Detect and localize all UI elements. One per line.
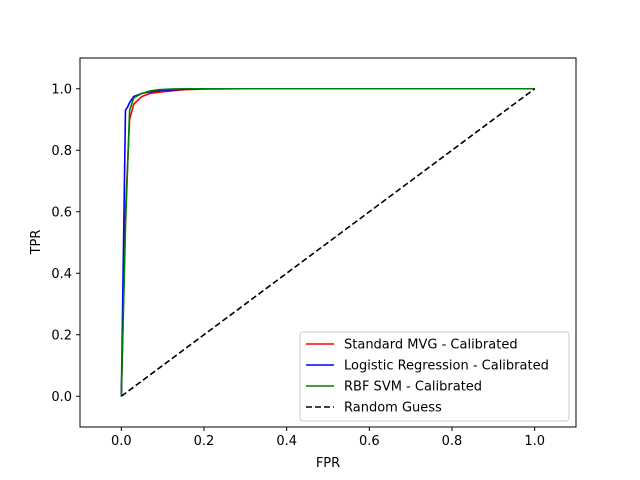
y-tick-label: 0.4 (51, 267, 72, 282)
x-tick-label: 0.8 (442, 434, 463, 449)
x-tick-label: 0.0 (111, 434, 132, 449)
y-tick-label: 0.2 (51, 328, 72, 343)
y-tick-label: 0.8 (51, 144, 72, 159)
legend-label: Random Guess (344, 401, 442, 416)
x-tick-label: 1.0 (524, 434, 545, 449)
legend-label: Logistic Regression - Calibrated (344, 359, 549, 374)
legend: Standard MVG - Calibrated Logistic Regres… (300, 332, 569, 421)
y-axis-label: TPR (29, 230, 44, 256)
legend-label: RBF SVM - Calibrated (344, 380, 482, 395)
x-tick-label: 0.2 (194, 434, 215, 449)
x-tick-label: 0.6 (359, 434, 380, 449)
y-tick-label: 0.0 (51, 390, 72, 405)
y-tick-label: 0.6 (51, 205, 72, 220)
y-tick-label: 1.0 (51, 82, 72, 97)
x-tick-label: 0.4 (276, 434, 297, 449)
x-axis-label: FPR (316, 456, 340, 471)
legend-label: Standard MVG - Calibrated (344, 338, 518, 353)
